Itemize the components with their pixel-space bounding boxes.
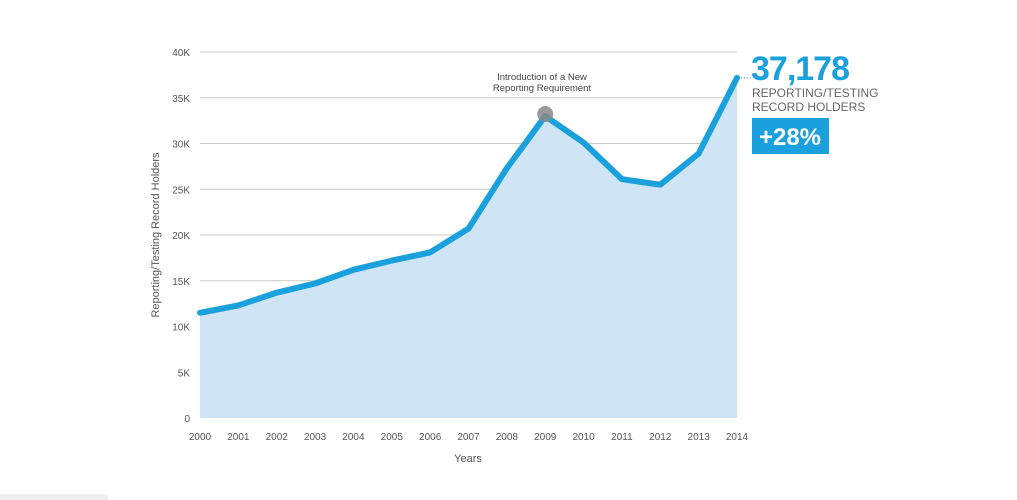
area-fill bbox=[200, 77, 737, 419]
y-tick-label: 20K bbox=[172, 231, 190, 242]
annotation-marker bbox=[537, 106, 554, 123]
y-axis-label: Reporting/Testing Record Holders bbox=[150, 152, 162, 318]
series-line bbox=[197, 74, 740, 316]
bottom-edge-strip bbox=[0, 494, 108, 500]
change-badge bbox=[752, 118, 829, 154]
x-axis-label: Years bbox=[454, 453, 482, 465]
x-tick-label: 2008 bbox=[496, 432, 519, 443]
x-tick-label: 2009 bbox=[534, 432, 557, 443]
x-tick-label: 2003 bbox=[304, 432, 327, 443]
y-tick-label: 0 bbox=[184, 414, 190, 425]
x-tick-label: 2006 bbox=[419, 432, 442, 443]
x-tick-label: 2010 bbox=[572, 432, 595, 443]
y-tick-label: 35K bbox=[172, 94, 190, 105]
x-tick-label: 2005 bbox=[381, 432, 404, 443]
y-tick-label: 25K bbox=[172, 185, 190, 196]
x-tick-label: 2007 bbox=[457, 432, 480, 443]
y-tick-labels: 0 5K 10K 15K 20K 25K 30K 35K 40K bbox=[172, 48, 190, 425]
y-tick-label: 40K bbox=[172, 48, 190, 59]
y-tick-label: 30K bbox=[172, 140, 190, 151]
x-tick-label: 2013 bbox=[688, 432, 711, 443]
x-tick-label: 2012 bbox=[649, 432, 672, 443]
x-tick-labels: 2000 2001 2002 2003 2004 2005 2006 2007 2008 2009… bbox=[189, 432, 749, 443]
callout-value: 37,178 bbox=[751, 50, 849, 88]
callout-label-line-1: REPORTING/TESTING bbox=[752, 86, 878, 100]
callout-label-line-2: RECORD HOLDERS bbox=[752, 100, 865, 114]
x-tick-label: 2004 bbox=[342, 432, 365, 443]
x-tick-label: 2000 bbox=[189, 432, 212, 443]
annotation-line-2: Reporting Requirement bbox=[493, 83, 592, 94]
y-tick-label: 15K bbox=[172, 277, 190, 288]
y-tick-label: 10K bbox=[172, 323, 190, 334]
x-tick-label: 2011 bbox=[611, 432, 633, 443]
x-tick-label: 2002 bbox=[266, 432, 289, 443]
x-tick-label: 2014 bbox=[726, 432, 749, 443]
change-badge-text: +28% bbox=[759, 124, 821, 151]
x-tick-label: 2001 bbox=[227, 432, 250, 443]
annotation-line-1: Introduction of a New bbox=[497, 72, 587, 83]
y-tick-label: 5K bbox=[178, 368, 191, 379]
